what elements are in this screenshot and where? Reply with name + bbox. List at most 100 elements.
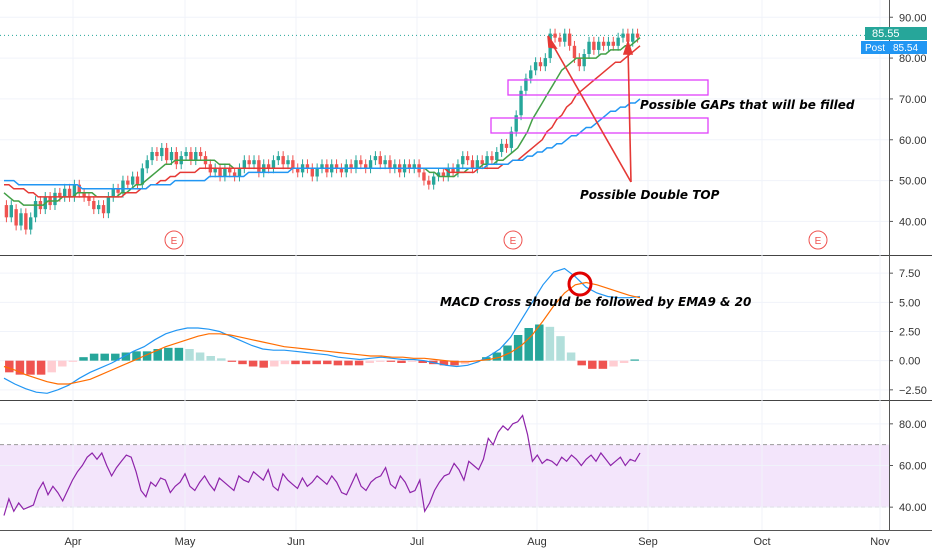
candle-body <box>601 41 606 46</box>
candle-body <box>228 168 232 173</box>
candle-body <box>490 156 494 161</box>
annotation-double-top: Possible Double TOP <box>580 188 720 202</box>
series-line-signal <box>3 281 641 385</box>
candle-body <box>67 188 72 197</box>
histogram-bar <box>460 360 470 365</box>
histogram-bar <box>132 351 141 361</box>
candle-body <box>572 45 577 59</box>
y-tick-label: 70.00 <box>899 94 927 106</box>
series-line-ema50 <box>4 98 641 190</box>
candle-body <box>597 41 601 50</box>
candle-body <box>247 160 251 165</box>
y-tick-label: 50.00 <box>899 176 927 188</box>
candle-body <box>373 156 378 161</box>
histogram-bar <box>142 351 152 361</box>
candle-body <box>305 164 310 169</box>
candle-body <box>276 156 281 161</box>
candle-body <box>101 205 106 214</box>
candle-body <box>266 164 271 169</box>
y-tick-label: 2.50 <box>899 327 920 339</box>
y-tick-label: 80.00 <box>899 53 927 65</box>
histogram-bar <box>630 359 639 361</box>
y-tick-label: 90.00 <box>899 12 927 24</box>
histogram-bar <box>58 360 67 367</box>
histogram-bar <box>79 357 88 361</box>
y-tick-label: 80.00 <box>899 419 927 431</box>
candle-body <box>155 152 159 157</box>
histogram-bar <box>89 353 99 361</box>
candle-body <box>553 33 557 38</box>
histogram-bar <box>524 328 533 361</box>
candle-body <box>383 160 387 165</box>
candle-body <box>164 147 169 161</box>
candle-body <box>524 78 528 91</box>
candle-body <box>563 33 567 42</box>
histogram-bar <box>450 360 459 366</box>
histogram-bar <box>577 360 586 366</box>
histogram-bar <box>270 360 279 367</box>
histogram-bar <box>206 356 215 361</box>
earnings-marker-3: E <box>808 230 828 250</box>
candle-body <box>281 156 285 165</box>
candle-body <box>106 196 111 214</box>
candle-body <box>582 54 586 67</box>
candle-body <box>504 143 509 148</box>
candle-body <box>616 37 620 46</box>
candle-body <box>77 184 81 193</box>
candle-body <box>62 188 67 197</box>
candle-body <box>213 168 217 173</box>
y-tick-label: 60.00 <box>899 461 927 473</box>
histogram-bar <box>5 360 14 373</box>
candle-body <box>130 176 135 185</box>
candle-body <box>339 168 344 173</box>
histogram-bar <box>598 360 608 369</box>
histogram-bar <box>259 360 268 368</box>
y-tick-label: 5.00 <box>899 297 920 309</box>
histogram-bar <box>439 360 449 366</box>
candle-body <box>53 192 57 206</box>
histogram-bar <box>566 352 576 361</box>
candle-body <box>92 201 96 210</box>
histogram-bar <box>407 360 417 362</box>
histogram-bar <box>238 360 247 365</box>
candle-body <box>223 168 227 177</box>
candle-body <box>436 172 441 177</box>
candle-body <box>349 164 353 169</box>
annotation-gaps: Possible GAPs that will be filled <box>640 98 855 112</box>
candle-body <box>422 172 426 181</box>
svg-text:E: E <box>510 236 517 247</box>
gap-box-lower <box>490 117 709 134</box>
candle-body <box>116 188 120 193</box>
candle-body <box>577 58 582 67</box>
candle-body <box>495 152 499 161</box>
candle-body <box>475 160 480 169</box>
candle-body <box>252 160 256 165</box>
histogram-bar <box>556 336 565 361</box>
histogram-bar <box>482 357 491 361</box>
candle-body <box>232 172 237 177</box>
post-price-tag: Post 85.54 <box>861 41 927 54</box>
histogram-bar <box>68 360 78 362</box>
candle-body <box>72 184 77 197</box>
candle-body <box>587 41 591 54</box>
series-line-macd <box>3 267 641 394</box>
candle-body <box>519 90 523 116</box>
macd-panel <box>3 267 641 394</box>
candle-body <box>218 168 222 177</box>
histogram-bar <box>397 360 406 363</box>
candle-body <box>363 164 368 169</box>
histogram-bar <box>36 360 46 375</box>
candle-body <box>291 160 295 169</box>
candle-body <box>509 131 514 148</box>
candle-body <box>271 160 276 169</box>
candle-body <box>320 164 324 169</box>
candle-body <box>242 160 247 169</box>
candle-body <box>33 201 38 218</box>
histogram-bar <box>333 360 343 366</box>
candle-body <box>198 152 203 157</box>
x-tick-label: Jun <box>287 536 305 548</box>
histogram-bar <box>376 360 385 362</box>
histogram-bar <box>609 360 618 367</box>
candle-body <box>485 156 489 165</box>
candle-body <box>368 160 373 169</box>
